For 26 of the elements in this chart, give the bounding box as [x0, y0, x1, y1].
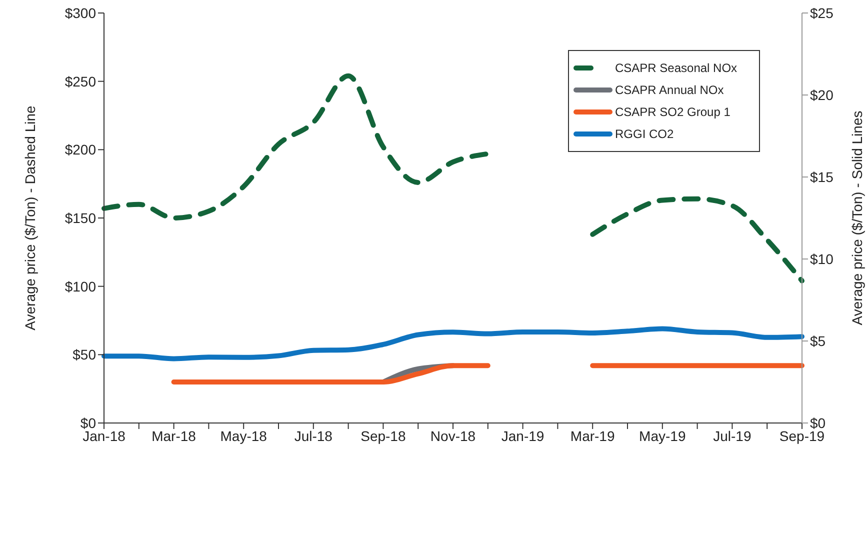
y2-axis-title: Average price ($/Ton) - Solid Lines [848, 110, 865, 326]
y2-tick-label: $10 [810, 250, 834, 267]
y2-tick-label: $15 [810, 168, 834, 185]
y2-tick-label: $5 [810, 332, 826, 349]
y-tick-label: $200 [64, 142, 96, 158]
x-tick-label: Jan-19 [501, 428, 544, 444]
x-tick-label: Nov-18 [430, 428, 476, 444]
legend-label: CSAPR Annual NOx [615, 82, 724, 99]
x-tick-label: Mar-19 [570, 428, 615, 444]
legend-label: CSAPR SO2 Group 1 [615, 104, 730, 121]
legend-label: RGGI CO2 [615, 126, 674, 143]
y2-tick-label: $25 [810, 4, 834, 21]
y-axis-title: Average price ($/Ton) - Dashed Line [22, 105, 38, 330]
x-tick-label: Mar-18 [152, 428, 196, 444]
x-tick-label: Sep-18 [360, 428, 406, 444]
y-tick-label: $250 [64, 73, 96, 90]
y-tick-label: $50 [72, 346, 96, 363]
y2-tick-label: $20 [810, 86, 834, 103]
x-tick-label: May-18 [220, 428, 268, 444]
y-tick-label: $300 [64, 4, 96, 21]
legend-label: CSAPR Seasonal NOx [615, 60, 738, 77]
x-tick-label: Jul-18 [294, 428, 333, 444]
x-tick-label: May-19 [639, 428, 686, 444]
x-tick-label: Jul-19 [713, 428, 752, 444]
y-tick-label: $150 [64, 210, 96, 226]
y-tick-label: $100 [64, 278, 96, 294]
